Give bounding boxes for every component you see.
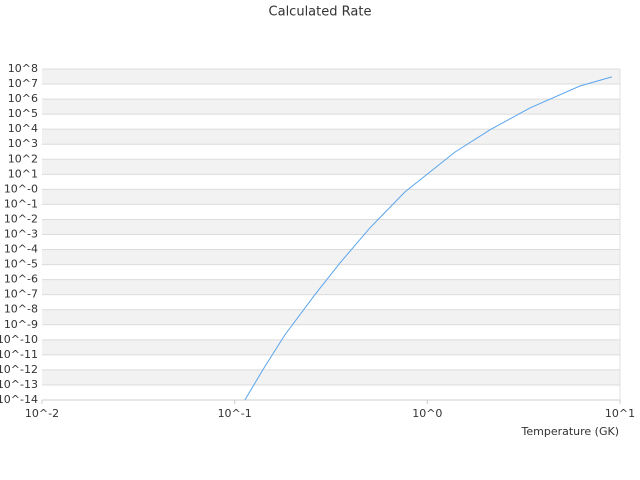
y-tick-label: 10^-13 bbox=[0, 378, 38, 391]
grid-band bbox=[42, 159, 620, 175]
y-tick-label: 10^-3 bbox=[4, 228, 38, 241]
grid-band bbox=[42, 99, 620, 115]
y-tick-label: 10^5 bbox=[8, 107, 38, 120]
y-tick-label: 10^-10 bbox=[0, 333, 38, 346]
grid-band bbox=[42, 129, 620, 145]
grid-band bbox=[42, 219, 620, 235]
y-tick-label: 10^-2 bbox=[4, 212, 38, 225]
y-tick-label: 10^2 bbox=[8, 152, 38, 165]
x-tick-label: 10^1 bbox=[605, 407, 635, 420]
x-tick-label: 10^0 bbox=[412, 407, 442, 420]
y-tick-label: 10^4 bbox=[8, 122, 38, 135]
x-tick-label: 10^-2 bbox=[25, 407, 59, 420]
y-tick-label: 10^-6 bbox=[4, 273, 38, 286]
grid-band bbox=[42, 69, 620, 85]
y-tick-label: 10^6 bbox=[8, 92, 38, 105]
grid-band bbox=[42, 369, 620, 385]
x-axis-label: Temperature (GK) bbox=[521, 425, 620, 438]
y-tick-label: 10^7 bbox=[8, 77, 38, 90]
x-tick-label: 10^-1 bbox=[218, 407, 252, 420]
y-tick-label: 10^-8 bbox=[4, 303, 38, 316]
grid-band bbox=[42, 339, 620, 355]
y-tick-label: 10^-9 bbox=[4, 318, 38, 331]
y-tick-label: 10^-7 bbox=[4, 288, 38, 301]
y-tick-label: 10^3 bbox=[8, 137, 38, 150]
grid-band bbox=[42, 249, 620, 265]
y-tick-label: 10^1 bbox=[8, 167, 38, 180]
grid bbox=[42, 68, 620, 401]
chart-title: Calculated Rate bbox=[269, 5, 372, 20]
y-tick-label: 10^-5 bbox=[4, 258, 38, 271]
y-tick-label: 10^-4 bbox=[4, 243, 38, 256]
y-tick-label: 10^8 bbox=[8, 62, 38, 75]
y-tick-label: 10^-11 bbox=[0, 348, 38, 361]
y-tick-label: 10^-1 bbox=[4, 197, 38, 210]
grid-band bbox=[42, 189, 620, 205]
y-tick-label: 10^-12 bbox=[0, 363, 38, 376]
grid-band bbox=[42, 309, 620, 325]
data-line bbox=[244, 76, 613, 401]
grid-band bbox=[42, 279, 620, 295]
y-tick-label: 10^-0 bbox=[4, 182, 38, 195]
y-tick-label: 10^-14 bbox=[0, 393, 38, 406]
